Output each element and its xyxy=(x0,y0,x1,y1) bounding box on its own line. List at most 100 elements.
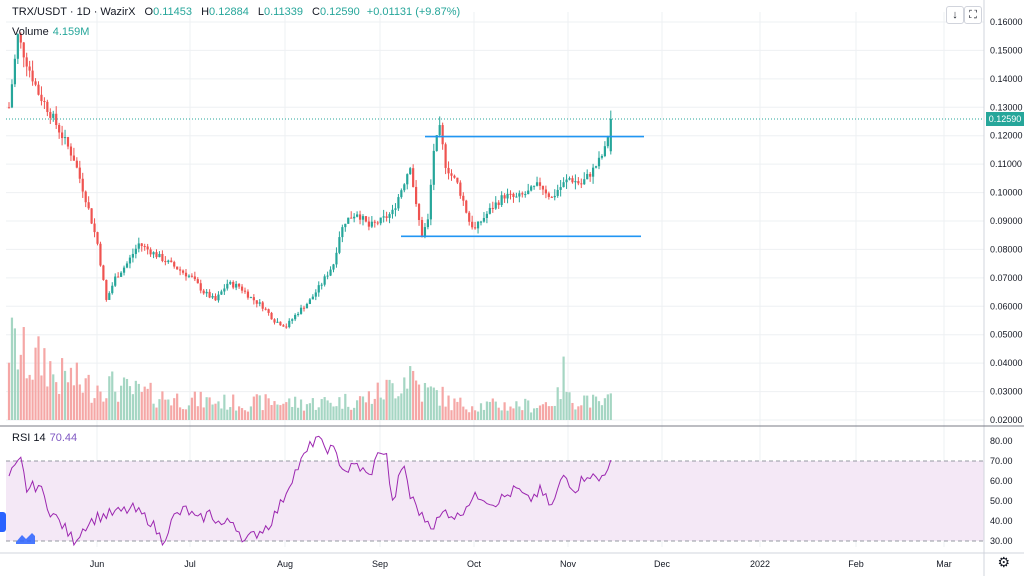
candle-body xyxy=(462,195,465,201)
rsi-label[interactable]: RSI 14 xyxy=(12,432,46,444)
candle-body xyxy=(105,279,108,300)
candle-body xyxy=(108,293,111,300)
candle-body xyxy=(456,177,459,183)
volume-bar xyxy=(571,402,574,420)
volume-bar xyxy=(66,382,70,420)
candle-body xyxy=(255,300,258,304)
volume-bar xyxy=(503,402,506,420)
time-tick-label: Jun xyxy=(90,559,105,569)
candle-body xyxy=(282,325,285,327)
volume-bar xyxy=(586,395,589,420)
candle-body xyxy=(81,178,84,192)
volume-bar xyxy=(603,398,606,420)
candle-body xyxy=(391,209,394,215)
panel-toggle-icon[interactable] xyxy=(0,512,6,532)
volume-bar xyxy=(58,393,61,420)
volume-bar xyxy=(358,396,362,420)
volume-bar xyxy=(196,406,199,420)
volume-bar xyxy=(170,405,173,420)
time-tick-label: Dec xyxy=(654,559,671,569)
volume-bar xyxy=(388,379,391,420)
volume-bar xyxy=(476,411,480,420)
candle-body xyxy=(406,174,409,185)
volume-bar xyxy=(220,408,223,420)
candle-body xyxy=(223,288,226,292)
volume-bar xyxy=(246,411,250,420)
rsi-value: 70.44 xyxy=(49,432,78,444)
volume-bar xyxy=(447,395,450,420)
candle-body xyxy=(102,265,105,280)
candle-body xyxy=(479,221,483,223)
volume-bar xyxy=(373,398,376,420)
volume-bar xyxy=(323,397,326,420)
volume-bar xyxy=(25,378,28,420)
candle-body xyxy=(40,94,43,102)
volume-bar xyxy=(415,380,418,420)
volume-bar xyxy=(155,407,158,420)
volume-bar xyxy=(31,379,34,420)
volume-bar xyxy=(193,391,196,420)
volume-bar xyxy=(190,397,193,420)
symbol-title[interactable]: TRX/USDT · 1D · WazirX xyxy=(12,6,136,18)
volume-bar xyxy=(69,367,73,420)
candle-body xyxy=(553,195,556,198)
candle-body xyxy=(530,186,533,191)
candle-body xyxy=(235,283,238,288)
tradingview-logo-icon[interactable] xyxy=(14,530,36,546)
volume-bar xyxy=(299,399,303,420)
volume-bar xyxy=(111,371,114,420)
candle-body xyxy=(394,208,397,210)
trendlines[interactable] xyxy=(401,135,644,238)
candle-body xyxy=(193,276,196,280)
price-tick-label: 0.12000 xyxy=(990,131,1023,141)
candle-body xyxy=(412,168,415,187)
volume-bar xyxy=(167,399,170,420)
volume-bar xyxy=(456,401,459,420)
candle-body xyxy=(594,166,598,168)
volume-label[interactable]: Volume xyxy=(12,26,49,38)
rsi-tick-label: 40.00 xyxy=(990,516,1013,526)
volume-bar xyxy=(40,375,43,420)
volume-bar xyxy=(96,385,99,420)
fullscreen-icon[interactable]: ⛶ xyxy=(964,6,982,24)
volume-bar xyxy=(506,410,509,420)
candle-body xyxy=(75,160,78,168)
volume-bar xyxy=(211,404,214,420)
candle-body xyxy=(52,113,55,118)
candle-body xyxy=(243,290,247,292)
volume-bar xyxy=(597,401,601,420)
candle-body xyxy=(238,283,241,287)
candle-body xyxy=(415,186,418,205)
volume-bar xyxy=(90,402,93,420)
volume-bar xyxy=(176,393,179,420)
volume-bar xyxy=(397,396,400,420)
volume-bar xyxy=(544,402,547,420)
candle-body xyxy=(550,196,553,198)
volume-bar xyxy=(420,401,424,420)
candle-body xyxy=(72,155,75,161)
candle-body xyxy=(152,252,155,255)
settings-gear-icon[interactable]: ⚙ xyxy=(997,554,1010,570)
candle-body xyxy=(474,227,477,229)
candle-body xyxy=(220,291,223,295)
open-value: 0.11453 xyxy=(153,6,193,18)
price-tick-label: 0.13000 xyxy=(990,102,1023,112)
candle-body xyxy=(403,184,406,191)
candle-body xyxy=(111,285,114,294)
volume-bar xyxy=(471,406,474,420)
volume-bar xyxy=(594,396,598,420)
candle-body xyxy=(353,216,356,219)
candle-body xyxy=(341,227,344,238)
volume-bar xyxy=(93,398,96,420)
candle-body xyxy=(205,291,208,294)
rsi-header: RSI 14 70.44 xyxy=(12,432,77,444)
volume-bar xyxy=(574,409,577,420)
volume-bar xyxy=(10,317,14,420)
candle-body xyxy=(589,173,592,177)
candle-body xyxy=(447,167,450,174)
download-icon[interactable]: ↓ xyxy=(946,6,964,24)
volume-bar xyxy=(232,394,235,420)
volume-bar xyxy=(370,403,373,420)
candle-body xyxy=(87,202,90,209)
